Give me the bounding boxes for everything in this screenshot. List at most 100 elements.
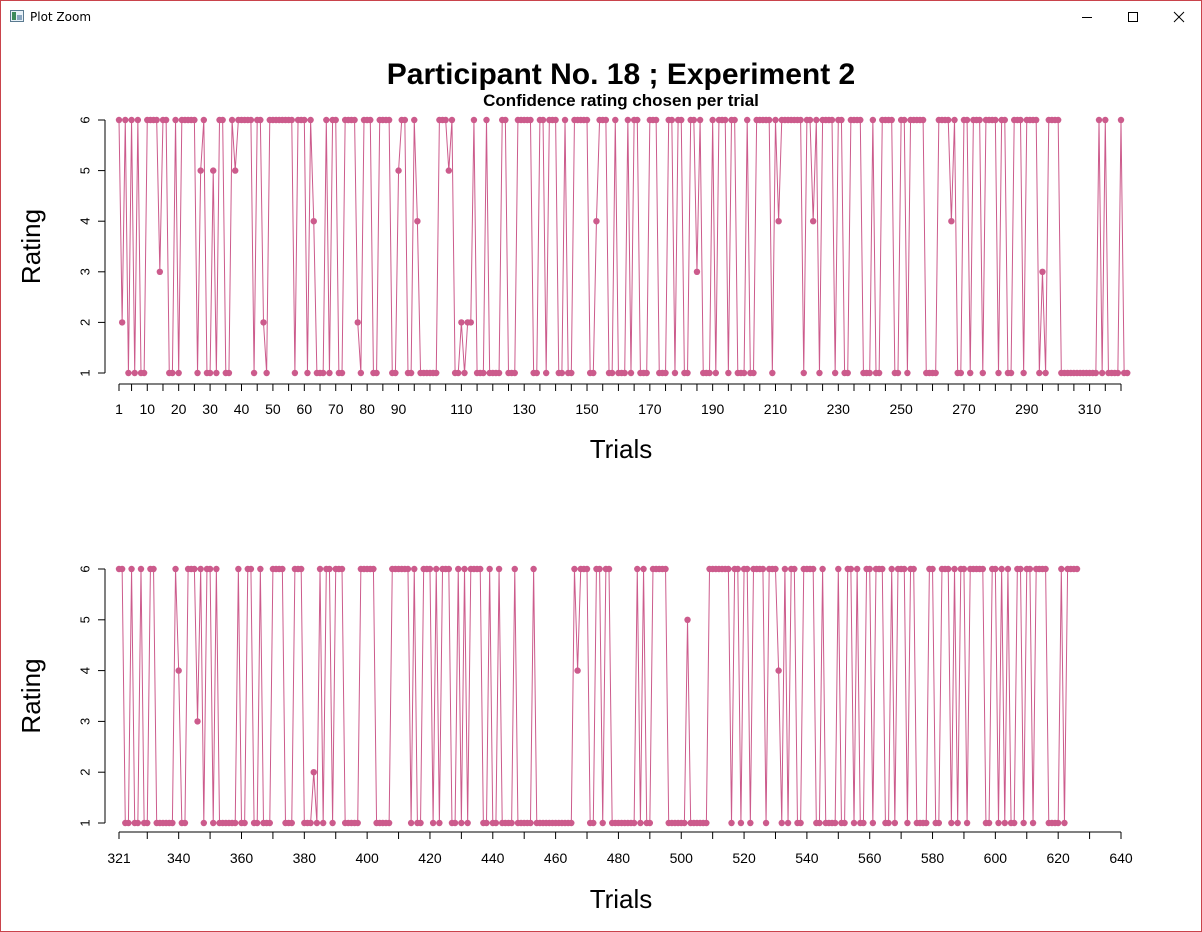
data-point: [935, 819, 943, 827]
data-point: [951, 116, 958, 124]
data-point: [866, 565, 873, 573]
data-point: [304, 369, 311, 377]
data-point: [1098, 369, 1106, 377]
y-axis-title: Rating: [16, 209, 46, 284]
maximize-button[interactable]: [1110, 1, 1156, 32]
data-point: [1029, 819, 1037, 827]
data-point: [1020, 819, 1027, 827]
data-point: [731, 116, 738, 124]
data-point: [455, 565, 462, 573]
data-point: [250, 369, 258, 377]
data-point: [725, 565, 732, 573]
data-point: [307, 116, 314, 124]
data-point: [602, 116, 610, 124]
data-point: [1042, 369, 1049, 377]
data-point: [561, 116, 569, 124]
data-point: [712, 369, 719, 377]
data-point: [1020, 369, 1027, 377]
data-point: [319, 369, 327, 377]
data-point: [583, 116, 591, 124]
data-point: [125, 369, 132, 377]
data-point: [630, 819, 638, 827]
data-point: [511, 565, 518, 573]
data-point: [797, 116, 804, 124]
data-point: [954, 819, 961, 827]
data-point: [461, 369, 468, 377]
data-point: [819, 565, 826, 573]
data-point: [875, 369, 883, 377]
data-point: [467, 319, 474, 326]
data-point: [1001, 116, 1008, 124]
x-tick-label: 420: [418, 850, 442, 866]
data-point: [527, 819, 534, 827]
data-point: [404, 565, 412, 573]
x-tick-label: 340: [167, 850, 191, 866]
data-point: [766, 116, 773, 124]
data-point: [1001, 819, 1008, 827]
data-point: [492, 819, 500, 827]
minimize-button[interactable]: [1064, 1, 1110, 32]
series-line: [118, 119, 1128, 374]
data-point: [542, 369, 550, 377]
data-point: [266, 819, 273, 827]
data-point: [744, 565, 751, 573]
data-point: [247, 116, 255, 124]
data-point: [979, 565, 986, 573]
data-point: [725, 369, 732, 377]
close-button[interactable]: [1156, 1, 1202, 32]
data-point: [590, 369, 597, 377]
x-tick-label: 520: [732, 850, 756, 866]
data-point: [533, 369, 540, 377]
data-point: [464, 819, 471, 827]
data-point: [232, 819, 239, 827]
data-point: [891, 819, 899, 827]
x-tick-label: 50: [265, 401, 281, 417]
data-point: [395, 167, 402, 174]
data-point: [313, 819, 321, 827]
data-point: [960, 565, 968, 573]
data-point: [1117, 116, 1125, 124]
plot-subtitle: Confidence rating chosen per trial: [483, 91, 759, 110]
data-point: [354, 319, 361, 326]
data-point: [643, 369, 650, 377]
data-point: [539, 116, 547, 124]
data-point: [433, 369, 440, 377]
x-tick-label: 270: [952, 401, 976, 417]
data-point: [809, 565, 817, 573]
data-point: [470, 116, 478, 124]
data-point: [200, 116, 208, 124]
data-point: [197, 565, 204, 573]
data-point: [115, 116, 123, 124]
data-point: [722, 116, 729, 124]
data-point: [605, 565, 613, 573]
data-point: [979, 369, 986, 377]
x-axis-title: Trials: [590, 434, 653, 464]
data-point: [1114, 369, 1122, 377]
data-point: [225, 369, 233, 377]
x-tick-label: 190: [701, 401, 725, 417]
chart-panel-2: 1 2 3 4 5 6 321 340 360 380 400 420 440 460 480 500 520 5…: [16, 565, 1133, 914]
data-point: [772, 116, 779, 124]
data-point: [995, 819, 1002, 827]
data-point: [332, 116, 339, 124]
data-point: [429, 819, 437, 827]
data-point: [1032, 116, 1040, 124]
data-point: [740, 369, 748, 377]
data-point: [646, 819, 654, 827]
x-tick-label: 250: [889, 401, 913, 417]
data-point: [288, 116, 295, 124]
data-point: [210, 819, 217, 827]
data-point: [775, 218, 782, 225]
data-point: [445, 565, 453, 573]
window-titlebar[interactable]: Plot Zoom: [1, 1, 1201, 32]
data-point: [191, 565, 198, 573]
data-point: [879, 565, 886, 573]
data-point: [329, 819, 336, 827]
data-point: [831, 369, 839, 377]
data-point: [407, 369, 415, 377]
data-point: [800, 369, 807, 377]
data-point: [172, 116, 179, 124]
data-point: [709, 116, 716, 124]
x-tick-label: 90: [391, 401, 407, 417]
